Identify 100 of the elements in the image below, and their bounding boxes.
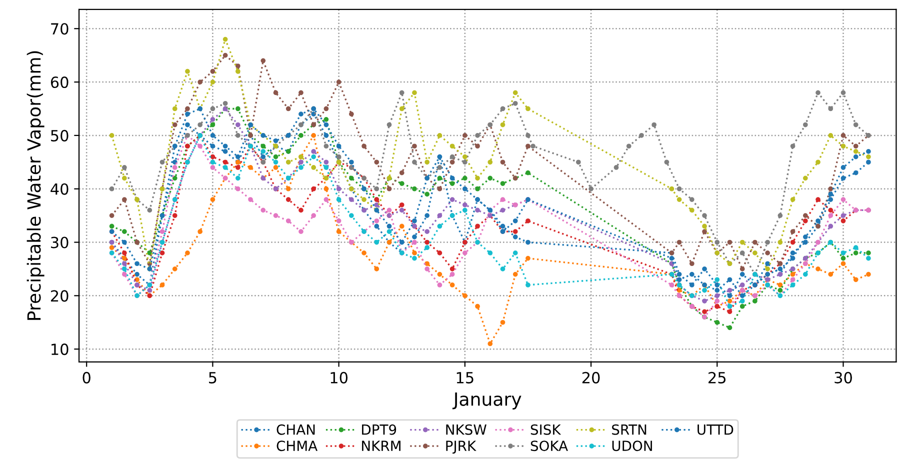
point <box>109 133 114 138</box>
point <box>386 122 392 128</box>
point <box>172 176 178 181</box>
point <box>853 144 858 149</box>
point <box>526 240 530 245</box>
point <box>488 250 493 256</box>
point <box>386 208 392 213</box>
point <box>311 154 316 160</box>
point <box>185 122 190 128</box>
point <box>526 170 530 176</box>
point <box>840 90 846 96</box>
point <box>840 218 846 224</box>
x-tick-label: 10 <box>330 372 348 384</box>
x-tick-label: 25 <box>708 372 726 384</box>
point <box>437 165 442 170</box>
point <box>500 160 506 165</box>
point <box>324 160 329 165</box>
point <box>727 288 732 293</box>
point <box>526 218 530 224</box>
point <box>412 256 417 261</box>
point <box>298 133 304 138</box>
point <box>778 213 783 218</box>
point <box>669 282 674 288</box>
point <box>530 144 536 149</box>
point <box>348 176 354 181</box>
point <box>324 186 329 192</box>
point <box>172 213 178 218</box>
point <box>324 144 329 149</box>
point <box>450 272 455 277</box>
point <box>816 266 820 272</box>
point <box>273 213 278 218</box>
point <box>210 154 216 160</box>
point <box>324 116 329 122</box>
point <box>512 250 518 256</box>
point <box>853 250 858 256</box>
point <box>828 192 834 197</box>
point <box>235 186 240 192</box>
point <box>147 208 152 213</box>
point <box>412 160 417 165</box>
point <box>790 229 796 234</box>
point <box>802 240 808 245</box>
point <box>210 116 216 122</box>
legend-label: SISK <box>530 424 562 435</box>
point <box>122 250 127 256</box>
point <box>412 250 417 256</box>
point <box>311 165 316 170</box>
point <box>526 106 530 112</box>
point <box>324 133 329 138</box>
y-tick-label: 70 <box>51 23 68 35</box>
point <box>336 154 342 160</box>
point <box>248 197 253 202</box>
point <box>500 122 506 128</box>
point <box>210 197 216 202</box>
point <box>714 288 720 293</box>
point <box>198 144 203 149</box>
point <box>500 181 506 186</box>
point <box>424 229 430 234</box>
point <box>185 106 190 112</box>
point <box>185 68 190 74</box>
point <box>740 250 745 256</box>
point <box>816 197 820 202</box>
point <box>134 272 140 277</box>
x-axis-title: January <box>452 392 522 410</box>
point <box>122 266 127 272</box>
point <box>669 256 674 261</box>
point <box>462 176 468 181</box>
legend-label: DPT9 <box>362 424 396 435</box>
point <box>450 154 455 160</box>
point <box>816 90 820 96</box>
point <box>210 144 216 149</box>
point <box>210 122 216 128</box>
point <box>109 186 114 192</box>
point <box>437 186 442 192</box>
point <box>273 90 278 96</box>
point <box>235 154 240 160</box>
point <box>160 229 165 234</box>
x-tick-label: 20 <box>582 372 600 384</box>
point <box>462 133 468 138</box>
point <box>840 213 846 218</box>
point <box>399 181 404 186</box>
point <box>374 186 380 192</box>
point <box>273 165 278 170</box>
point <box>235 64 240 68</box>
point <box>424 240 430 245</box>
x-tick-label: 15 <box>456 372 474 384</box>
point <box>222 165 228 170</box>
point <box>235 106 240 112</box>
point <box>424 192 430 197</box>
point <box>172 160 178 165</box>
point <box>298 229 304 234</box>
point <box>362 144 366 149</box>
point <box>210 133 216 138</box>
legend-label: UTTD <box>698 424 734 435</box>
point <box>727 325 732 330</box>
point <box>802 272 808 277</box>
point <box>702 224 707 229</box>
point <box>160 282 165 288</box>
point <box>512 90 518 96</box>
point <box>689 197 694 202</box>
point <box>866 250 871 256</box>
